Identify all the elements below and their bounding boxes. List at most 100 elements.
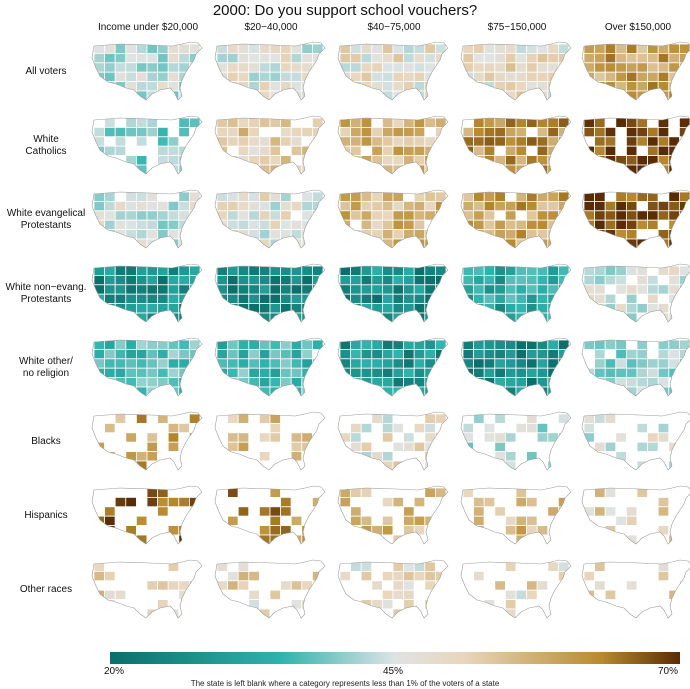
state-cell bbox=[259, 339, 271, 350]
state-cell bbox=[647, 386, 659, 396]
state-cell bbox=[604, 506, 617, 517]
state-cell bbox=[237, 422, 250, 434]
state-cell bbox=[536, 293, 549, 305]
state-cell bbox=[259, 441, 271, 453]
state-cell bbox=[301, 506, 313, 517]
state-cell bbox=[483, 210, 496, 221]
state-cell bbox=[657, 525, 670, 536]
state-cell bbox=[615, 386, 627, 396]
state-cell bbox=[668, 62, 680, 73]
state-cell bbox=[104, 534, 116, 544]
state-cell bbox=[360, 460, 373, 470]
state-cell bbox=[227, 62, 239, 73]
state-cell bbox=[114, 561, 127, 572]
state-cell bbox=[248, 284, 260, 295]
state-cell bbox=[360, 71, 373, 83]
state-cell bbox=[594, 580, 606, 591]
state-cell bbox=[269, 377, 282, 388]
state-cell bbox=[413, 496, 426, 508]
state-cell bbox=[483, 52, 496, 64]
state-cell bbox=[473, 293, 485, 305]
state-cell bbox=[146, 358, 159, 369]
state-cell bbox=[216, 377, 229, 388]
state-cell bbox=[604, 274, 617, 286]
state-cell bbox=[269, 303, 282, 314]
state-cell bbox=[339, 460, 352, 470]
state-cell bbox=[290, 145, 303, 157]
state-cell bbox=[301, 432, 313, 443]
state-cell bbox=[360, 534, 373, 544]
state-cell bbox=[280, 200, 292, 212]
state-cell bbox=[392, 293, 405, 305]
state-cell bbox=[594, 506, 606, 517]
state-cell bbox=[615, 164, 627, 174]
state-cell bbox=[360, 303, 373, 314]
state-cell bbox=[237, 589, 250, 601]
state-cell bbox=[290, 358, 303, 369]
state-cell bbox=[657, 580, 670, 591]
state-cell bbox=[604, 358, 617, 369]
state-cell bbox=[636, 460, 649, 470]
us-outline bbox=[91, 115, 203, 175]
state-cell bbox=[604, 200, 617, 212]
state-cell bbox=[615, 608, 627, 618]
state-cell bbox=[536, 432, 549, 443]
state-cell bbox=[301, 126, 313, 138]
state-cell bbox=[301, 71, 313, 83]
state-cell bbox=[312, 515, 324, 527]
state-cell bbox=[424, 71, 436, 83]
state-cell bbox=[657, 210, 670, 221]
state-cell bbox=[526, 200, 538, 212]
state-cell bbox=[626, 284, 638, 295]
state-cell bbox=[136, 43, 148, 54]
state-cell bbox=[104, 312, 116, 322]
state-cell bbox=[104, 191, 116, 202]
state-cell bbox=[146, 534, 159, 544]
state-cell bbox=[594, 432, 606, 443]
state-cell bbox=[114, 386, 127, 396]
state-cell bbox=[668, 284, 680, 295]
state-cell bbox=[371, 229, 383, 240]
state-cell bbox=[424, 432, 436, 443]
state-cell bbox=[360, 219, 373, 231]
state-cell bbox=[604, 43, 617, 54]
state-cell bbox=[483, 136, 496, 147]
state-cell bbox=[301, 164, 313, 174]
state-cell bbox=[526, 145, 538, 157]
state-cell bbox=[636, 155, 649, 166]
state-map bbox=[580, 188, 690, 252]
state-cell bbox=[136, 126, 148, 138]
state-cell bbox=[615, 191, 627, 202]
state-cell bbox=[413, 303, 426, 314]
state-cell bbox=[189, 293, 201, 305]
state-cell bbox=[350, 43, 362, 54]
state-cell bbox=[371, 441, 383, 453]
state-cell bbox=[114, 506, 127, 517]
state-cell bbox=[104, 210, 116, 221]
state-cell bbox=[679, 515, 690, 527]
state-cell bbox=[301, 145, 313, 157]
state-cell bbox=[636, 71, 649, 83]
state-cell bbox=[227, 238, 239, 248]
state-cell bbox=[515, 358, 528, 369]
state-cell bbox=[505, 274, 517, 286]
state-cell bbox=[237, 284, 250, 295]
state-cell bbox=[505, 487, 517, 498]
state-cell bbox=[280, 284, 292, 295]
state-cell bbox=[657, 219, 670, 231]
state-cell bbox=[339, 589, 352, 601]
state-cell bbox=[536, 422, 549, 434]
state-cell bbox=[636, 219, 649, 231]
state-cell bbox=[167, 126, 180, 138]
state-cell bbox=[136, 312, 148, 322]
state-cell bbox=[515, 284, 528, 295]
state-cell bbox=[125, 451, 137, 462]
state-cell bbox=[473, 570, 485, 582]
state-cell bbox=[216, 599, 229, 610]
state-cell bbox=[280, 136, 292, 147]
us-outline bbox=[460, 41, 572, 101]
state-cell bbox=[668, 608, 680, 618]
state-cell bbox=[339, 422, 352, 434]
state-cell bbox=[583, 229, 596, 240]
state-cell bbox=[157, 432, 169, 443]
